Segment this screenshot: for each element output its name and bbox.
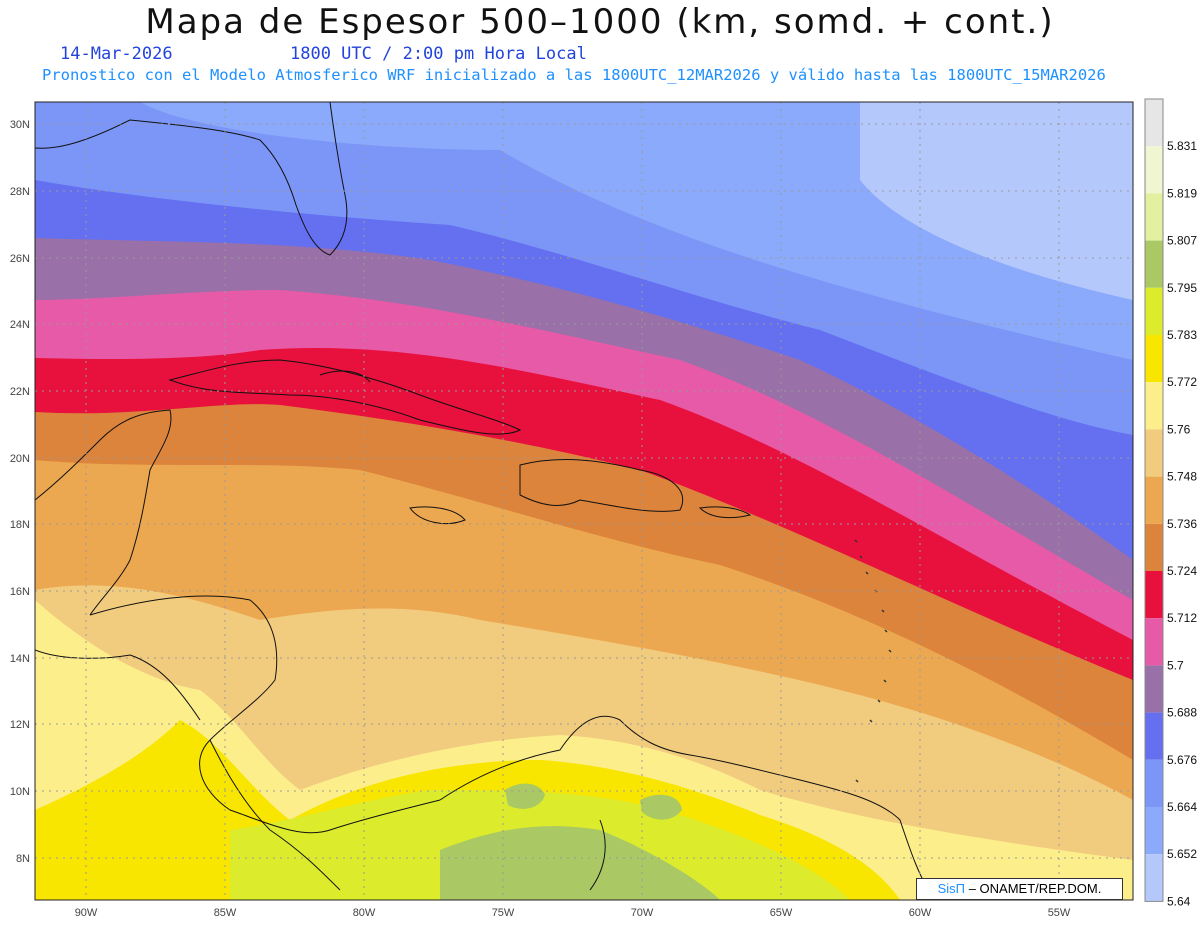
legend-swatch	[1145, 665, 1163, 713]
lat-label: 18N	[10, 519, 30, 531]
legend-level-label: 5.676	[1167, 753, 1197, 767]
legend-level-label: 5.831	[1167, 139, 1197, 153]
legend-swatch	[1145, 523, 1163, 571]
legend-swatch	[1145, 146, 1163, 194]
map-frame	[34, 101, 1134, 901]
legend-swatch	[1145, 807, 1163, 855]
forecast-date: 14-Mar-2026	[60, 44, 173, 64]
lon-label: 65W	[770, 907, 793, 919]
lat-label: 12N	[10, 719, 30, 731]
legend-level-label: 5.795	[1167, 281, 1197, 295]
credit-org: – ONAMET/REP.DOM.	[965, 881, 1102, 896]
longitude-labels: 90W 85W 80W 75W 70W 65W 60W 55W	[75, 907, 1071, 919]
legend-level-label: 5.688	[1167, 706, 1197, 720]
legend-swatch	[1145, 712, 1163, 760]
legend-swatch	[1145, 287, 1163, 335]
legend-swatch	[1145, 240, 1163, 288]
forecast-time: 1800 UTC / 2:00 pm Hora Local	[290, 44, 587, 64]
lon-label: 90W	[75, 907, 98, 919]
legend-frame	[1144, 98, 1164, 902]
legend-level-label: 5.724	[1167, 564, 1197, 578]
lat-label: 22N	[10, 386, 30, 398]
legend-level-label: 5.736	[1167, 517, 1197, 531]
lon-label: 55W	[1048, 907, 1071, 919]
legend-level-label: 5.64	[1167, 894, 1191, 908]
legend-level-label: 5.772	[1167, 375, 1197, 389]
graticule	[35, 102, 1133, 900]
legend-swatch	[1145, 335, 1163, 383]
legend-swatch	[1145, 99, 1163, 147]
legend-level-label: 5.783	[1167, 328, 1197, 342]
lat-label: 24N	[10, 319, 30, 331]
forecast-description: Pronostico con el Modelo Atmosferico WRF…	[42, 66, 1106, 84]
legend-level-label: 5.652	[1167, 847, 1197, 861]
coastlines	[35, 102, 936, 900]
legend-swatch	[1145, 759, 1163, 807]
credit-brand: SisΠ	[937, 881, 966, 896]
legend-level-label: 5.712	[1167, 611, 1197, 625]
legend-swatch	[1145, 193, 1163, 241]
legend-swatch	[1145, 618, 1163, 666]
legend-swatch	[1145, 571, 1163, 619]
lat-label: 14N	[10, 653, 30, 665]
lon-label: 85W	[214, 907, 237, 919]
legend-level-label: 5.664	[1167, 800, 1197, 814]
legend-level-label: 5.76	[1167, 422, 1191, 436]
lon-label: 60W	[909, 907, 932, 919]
legend-swatch	[1145, 476, 1163, 524]
map-title: Mapa de Espesor 500–1000 (km, somd. + co…	[145, 2, 1055, 42]
color-legend: 5.831 5.819 5.807 5.795 5.783 5.772 5.76 5.748 5…	[1144, 98, 1197, 908]
lat-label: 16N	[10, 586, 30, 598]
lat-label: 28N	[10, 186, 30, 198]
legend-level-label: 5.748	[1167, 470, 1197, 484]
lat-label: 8N	[16, 853, 30, 865]
lat-label: 30N	[10, 119, 30, 131]
legend-level-label: 5.819	[1167, 186, 1197, 200]
lon-label: 70W	[631, 907, 654, 919]
legend-swatch	[1145, 429, 1163, 477]
legend-level-label: 5.807	[1167, 234, 1197, 248]
latitude-labels: 30N 28N 26N 24N 22N 20N 18N 16N 14N 12N …	[10, 119, 30, 865]
lon-label: 80W	[353, 907, 376, 919]
lat-label: 20N	[10, 453, 30, 465]
lat-label: 26N	[10, 253, 30, 265]
credit-box: SisΠ – ONAMET/REP.DOM.	[916, 878, 1123, 900]
lon-label: 75W	[492, 907, 515, 919]
legend-swatch	[1145, 382, 1163, 430]
legend-level-label: 5.7	[1167, 658, 1184, 672]
lat-label: 10N	[10, 786, 30, 798]
legend-swatch	[1145, 854, 1163, 902]
